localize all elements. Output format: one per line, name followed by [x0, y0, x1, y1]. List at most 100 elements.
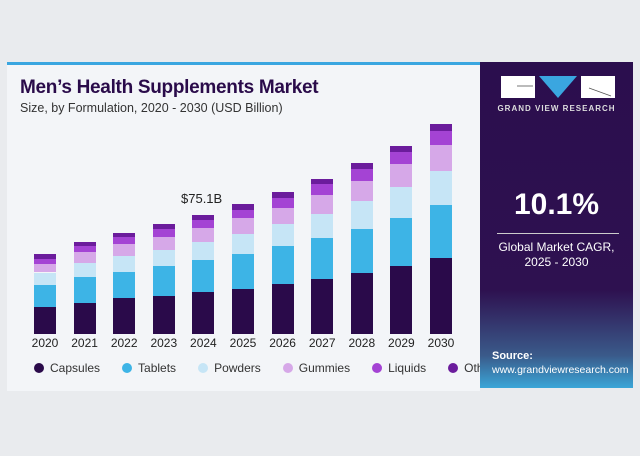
bar-capsules-2023 — [152, 295, 175, 334]
bar-capsules-2030 — [430, 258, 452, 334]
bar-tablets-2023 — [152, 266, 175, 296]
bar-powders-2030 — [430, 170, 452, 205]
bar-gummies-2020 — [34, 263, 56, 273]
bar-liquids-2022 — [113, 236, 136, 245]
chart-subtitle: Size, by Formulation, 2020 - 2030 (USD B… — [20, 101, 283, 115]
bar-others-2026 — [271, 192, 294, 199]
bar-powders-2028 — [350, 201, 373, 229]
legend-dot-icon — [198, 363, 209, 373]
brand-name: GRAND VIEW RESEARCH — [497, 104, 616, 113]
bar-tablets-2022 — [113, 271, 136, 299]
bar-liquids-2021 — [73, 246, 96, 253]
source-url[interactable]: www.grandviewresearch.com — [492, 364, 629, 376]
legend-item-powders: Powders — [198, 361, 261, 375]
cagr-value: 10.1% — [513, 188, 600, 221]
bar-powders-2024 — [192, 241, 215, 261]
bar-tablets-2021 — [73, 277, 96, 303]
bar-powders-2021 — [73, 263, 96, 278]
x-tick-label: 2024 — [190, 336, 217, 350]
bar-gummies-2027 — [311, 194, 334, 214]
x-tick-label: 2027 — [308, 336, 336, 350]
x-tick-label: 2028 — [348, 336, 376, 350]
legend-item-gummies: Gummies — [282, 361, 351, 375]
x-tick-label: 2030 — [427, 336, 455, 350]
bar-tablets-2028 — [350, 228, 373, 274]
legend-dot-icon — [448, 363, 459, 373]
bar-gummies-2021 — [73, 252, 96, 264]
bar-powders-2026 — [271, 224, 294, 247]
bar-liquids-2027 — [311, 184, 334, 195]
bar-tablets-2030 — [430, 204, 452, 259]
divider — [497, 233, 619, 234]
bar-capsules-2029 — [390, 265, 413, 334]
bar-powders-2029 — [390, 186, 413, 219]
bar-others-2027 — [311, 178, 334, 185]
bar-capsules-2024 — [192, 291, 215, 334]
info-panel: GRAND VIEW RESEARCH 10.1% Global Market … — [480, 62, 633, 388]
bar-others-2028 — [350, 163, 373, 170]
annotation-label: $75.1B — [181, 191, 223, 206]
bar-liquids-2029 — [390, 152, 413, 165]
bar-tablets-2026 — [271, 246, 294, 284]
bar-gummies-2028 — [350, 180, 373, 202]
legend-item-tablets: Tablets — [122, 361, 176, 375]
bar-others-2023 — [152, 224, 175, 229]
legend-dot-icon — [34, 363, 44, 373]
x-tick-label: 2025 — [229, 336, 257, 350]
x-tick-label: 2020 — [31, 336, 59, 350]
bar-tablets-2029 — [390, 218, 413, 266]
bar-liquids-2028 — [350, 169, 373, 181]
legend-item-liquids: Liquids — [372, 361, 426, 375]
bar-others-2021 — [73, 241, 96, 247]
bar-capsules-2020 — [34, 306, 56, 334]
bar-liquids-2024 — [192, 219, 215, 229]
bar-capsules-2025 — [232, 288, 254, 334]
source-label: Source: — [492, 350, 533, 362]
bar-others-2029 — [390, 145, 413, 153]
bar-gummies-2029 — [390, 164, 413, 187]
x-tick-label: 2029 — [388, 336, 415, 350]
bar-liquids-2025 — [232, 209, 254, 219]
bar-tablets-2025 — [232, 253, 254, 289]
bar-gummies-2024 — [192, 228, 215, 242]
legend-label: Capsules — [50, 361, 101, 375]
bar-powders-2025 — [232, 233, 254, 254]
bar-gummies-2026 — [271, 207, 294, 225]
bar-others-2025 — [232, 204, 254, 210]
x-tick-label: 2022 — [110, 336, 138, 350]
legend: CapsulesTabletsPowdersGummiesLiquidsOthe… — [34, 361, 522, 375]
legend-label: Gummies — [298, 361, 351, 375]
bar-gummies-2030 — [430, 144, 452, 171]
x-tick-label: 2021 — [71, 336, 98, 350]
bar-others-2030 — [430, 123, 452, 132]
x-tick-label: 2023 — [150, 336, 178, 350]
bar-tablets-2027 — [311, 237, 334, 279]
bar-capsules-2028 — [350, 273, 373, 334]
bar-gummies-2022 — [113, 244, 136, 256]
legend-dot-icon — [122, 363, 133, 373]
bar-tablets-2024 — [192, 260, 215, 292]
cagr-label: Global Market CAGR, 2025 - 2030 — [480, 240, 633, 270]
legend-label: Powders — [214, 361, 261, 375]
bar-gummies-2025 — [232, 218, 254, 234]
legend-dot-icon — [372, 363, 383, 373]
bar-capsules-2027 — [311, 278, 334, 334]
legend-label: Liquids — [388, 361, 427, 375]
chart-title: Men’s Health Supplements Market — [20, 77, 319, 98]
bar-tablets-2020 — [34, 284, 56, 307]
bar-others-2024 — [192, 214, 215, 220]
bar-powders-2022 — [113, 255, 136, 272]
x-tick-label: 2026 — [269, 336, 296, 350]
grand-view-research-logo — [501, 76, 615, 98]
cagr-label-line1: Global Market CAGR, — [498, 240, 615, 254]
bar-capsules-2026 — [271, 283, 294, 334]
cagr-label-line2: 2025 - 2030 — [524, 255, 589, 269]
bar-liquids-2023 — [152, 228, 175, 237]
bar-powders-2020 — [34, 272, 56, 285]
bar-others-2022 — [113, 233, 136, 237]
bar-gummies-2023 — [152, 236, 175, 250]
bar-capsules-2022 — [113, 298, 136, 334]
legend-item-capsules: Capsules — [34, 361, 100, 375]
legend-label: Tablets — [138, 361, 177, 375]
bar-powders-2023 — [152, 249, 175, 267]
